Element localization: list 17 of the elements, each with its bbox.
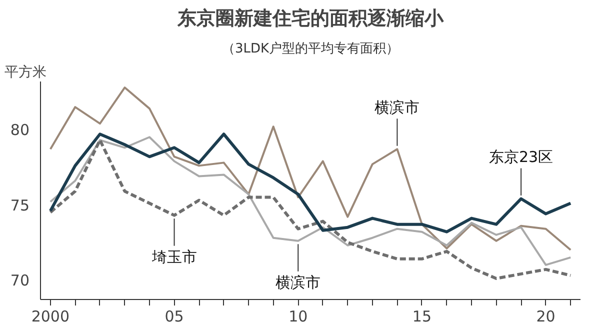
annotation: 东京23区: [489, 148, 554, 166]
x-tick-label: 15: [412, 308, 432, 324]
chart-subtitle: （3LDK户型的平均专有面积）: [222, 42, 400, 56]
y-tick-label: 75: [10, 196, 30, 214]
chart-title: 东京圈新建住宅的面积逐渐缩小: [176, 8, 444, 30]
annotation: 横滨市: [276, 274, 321, 292]
line-series: [49, 86, 572, 251]
y-axis-title: 平方米: [4, 64, 46, 80]
y-tick-label: 80: [10, 121, 30, 140]
x-tick-label: 2000: [31, 308, 70, 324]
line-series: [48, 132, 572, 234]
annotation: 横滨市: [374, 98, 420, 116]
y-tick-label: 70: [10, 271, 30, 290]
x-tick-label: 20: [536, 308, 556, 324]
x-tick-label: 05: [164, 308, 184, 324]
annotation: 埼玉市: [150, 248, 197, 266]
x-tick-label: 10: [288, 308, 308, 324]
